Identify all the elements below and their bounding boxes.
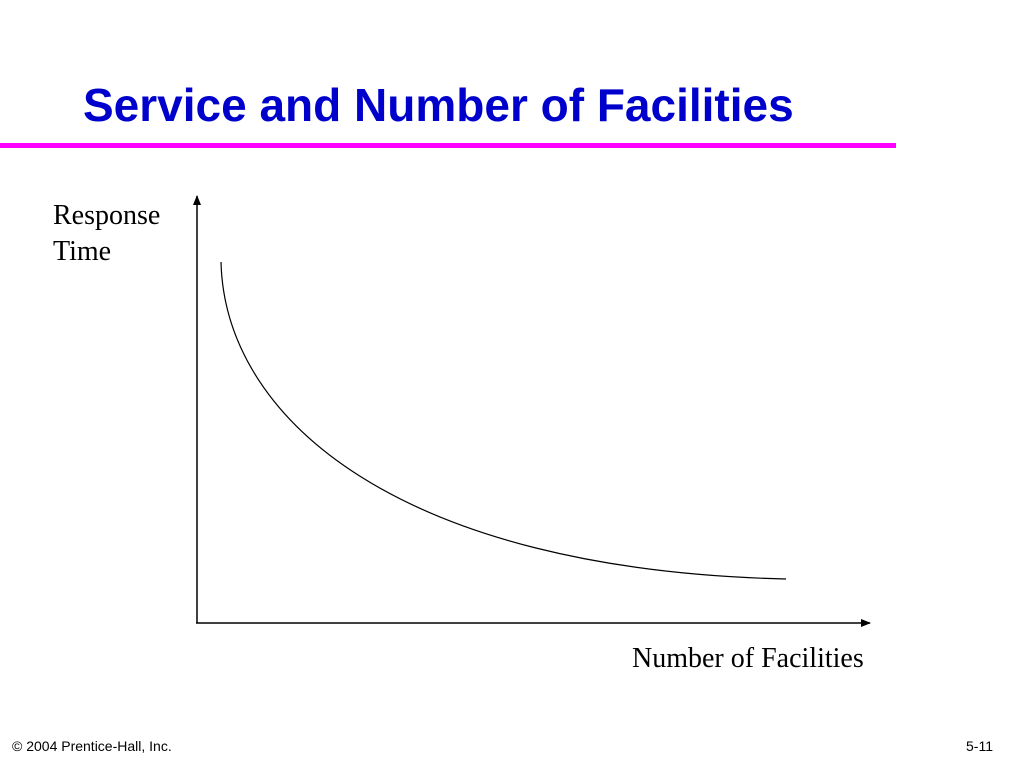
title-rule [0, 143, 896, 148]
slide-title: Service and Number of Facilities [83, 79, 794, 131]
x-axis-label: Number of Facilities [632, 643, 864, 674]
y-axis-label-line1: Response [53, 200, 161, 231]
y-axis-label-line2: Time [53, 236, 112, 268]
y-axis-label: Response Time [53, 198, 160, 271]
response-time-curve [220, 261, 787, 580]
page-number: 5-11 [966, 738, 993, 754]
footer-copyright: © 2004 Prentice-Hall, Inc. [12, 738, 172, 754]
